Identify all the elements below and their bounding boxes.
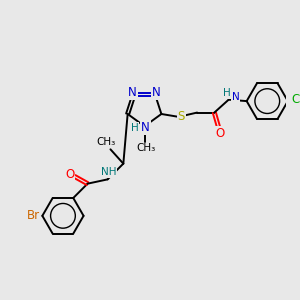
- Text: H: H: [223, 88, 231, 98]
- Text: N: N: [232, 92, 240, 102]
- Text: Br: Br: [27, 209, 40, 222]
- Text: O: O: [215, 127, 225, 140]
- Text: CH₃: CH₃: [136, 143, 156, 153]
- Text: S: S: [178, 110, 185, 123]
- Text: NH: NH: [101, 167, 116, 177]
- Text: CH₃: CH₃: [97, 137, 116, 147]
- Text: H: H: [130, 123, 138, 133]
- Text: N: N: [128, 86, 137, 99]
- Text: Cl: Cl: [291, 93, 300, 106]
- Text: O: O: [65, 168, 74, 181]
- Text: N: N: [141, 121, 150, 134]
- Text: N: N: [152, 86, 161, 99]
